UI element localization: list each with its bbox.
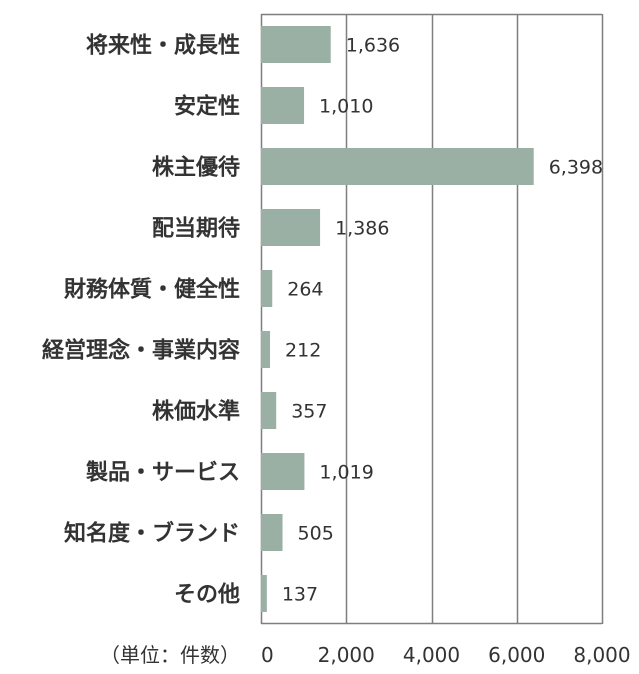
category-label-5: 経営理念・事業内容 bbox=[42, 338, 240, 364]
x-tick-label-3: 6,000 bbox=[488, 643, 545, 667]
value-label-4: 264 bbox=[287, 279, 323, 301]
category-label-1: 安定性 bbox=[174, 94, 240, 120]
value-label-5: 212 bbox=[285, 340, 321, 362]
category-label-7: 製品・サービス bbox=[85, 460, 240, 486]
value-label-6: 357 bbox=[291, 401, 327, 423]
category-label-6: 株価水準 bbox=[152, 399, 240, 425]
category-label-4: 財務体質・健全性 bbox=[64, 277, 240, 303]
grid-lines bbox=[260, 13, 604, 625]
bar-6 bbox=[261, 392, 277, 429]
value-label-8: 505 bbox=[298, 523, 334, 545]
value-label-2: 6,398 bbox=[549, 157, 603, 179]
bar-7 bbox=[261, 453, 305, 490]
value-label-0: 1,636 bbox=[346, 35, 400, 57]
category-labels: 将来性・成長性安定性株主優待配当期待財務体質・健全性経営理念・事業内容株価水準製… bbox=[42, 33, 240, 608]
x-tick-labels: 0 2,000 4,000 6,000 8,000 bbox=[261, 643, 631, 667]
category-label-8: 知名度・ブランド bbox=[64, 521, 240, 547]
bar-1 bbox=[261, 87, 305, 124]
value-label-3: 1,386 bbox=[335, 218, 389, 240]
x-tick-label-2: 4,000 bbox=[403, 643, 460, 667]
bars bbox=[261, 26, 534, 612]
x-tick-label-1: 2,000 bbox=[318, 643, 375, 667]
value-labels: 1,636 1,010 6,398 1,386 264 212 357 1,019 505 137 bbox=[282, 35, 603, 606]
bar-2 bbox=[261, 148, 534, 185]
bar-5 bbox=[261, 331, 271, 368]
x-tick-label-4: 8,000 bbox=[573, 643, 630, 667]
bar-8 bbox=[261, 514, 283, 551]
bar-4 bbox=[261, 270, 273, 307]
value-label-1: 1,010 bbox=[319, 96, 373, 118]
category-label-2: 株主優待 bbox=[152, 155, 240, 181]
unit-label: （単位：件数） bbox=[100, 643, 240, 667]
bar-0 bbox=[261, 26, 331, 63]
x-tick-label-0: 0 bbox=[261, 643, 274, 667]
value-label-9: 137 bbox=[282, 584, 318, 606]
category-label-3: 配当期待 bbox=[152, 216, 240, 242]
category-label-0: 将来性・成長性 bbox=[86, 33, 240, 59]
value-label-7: 1,019 bbox=[319, 462, 373, 484]
bar-3 bbox=[261, 209, 321, 246]
bar-9 bbox=[261, 575, 267, 612]
category-label-9: その他 bbox=[174, 583, 240, 608]
